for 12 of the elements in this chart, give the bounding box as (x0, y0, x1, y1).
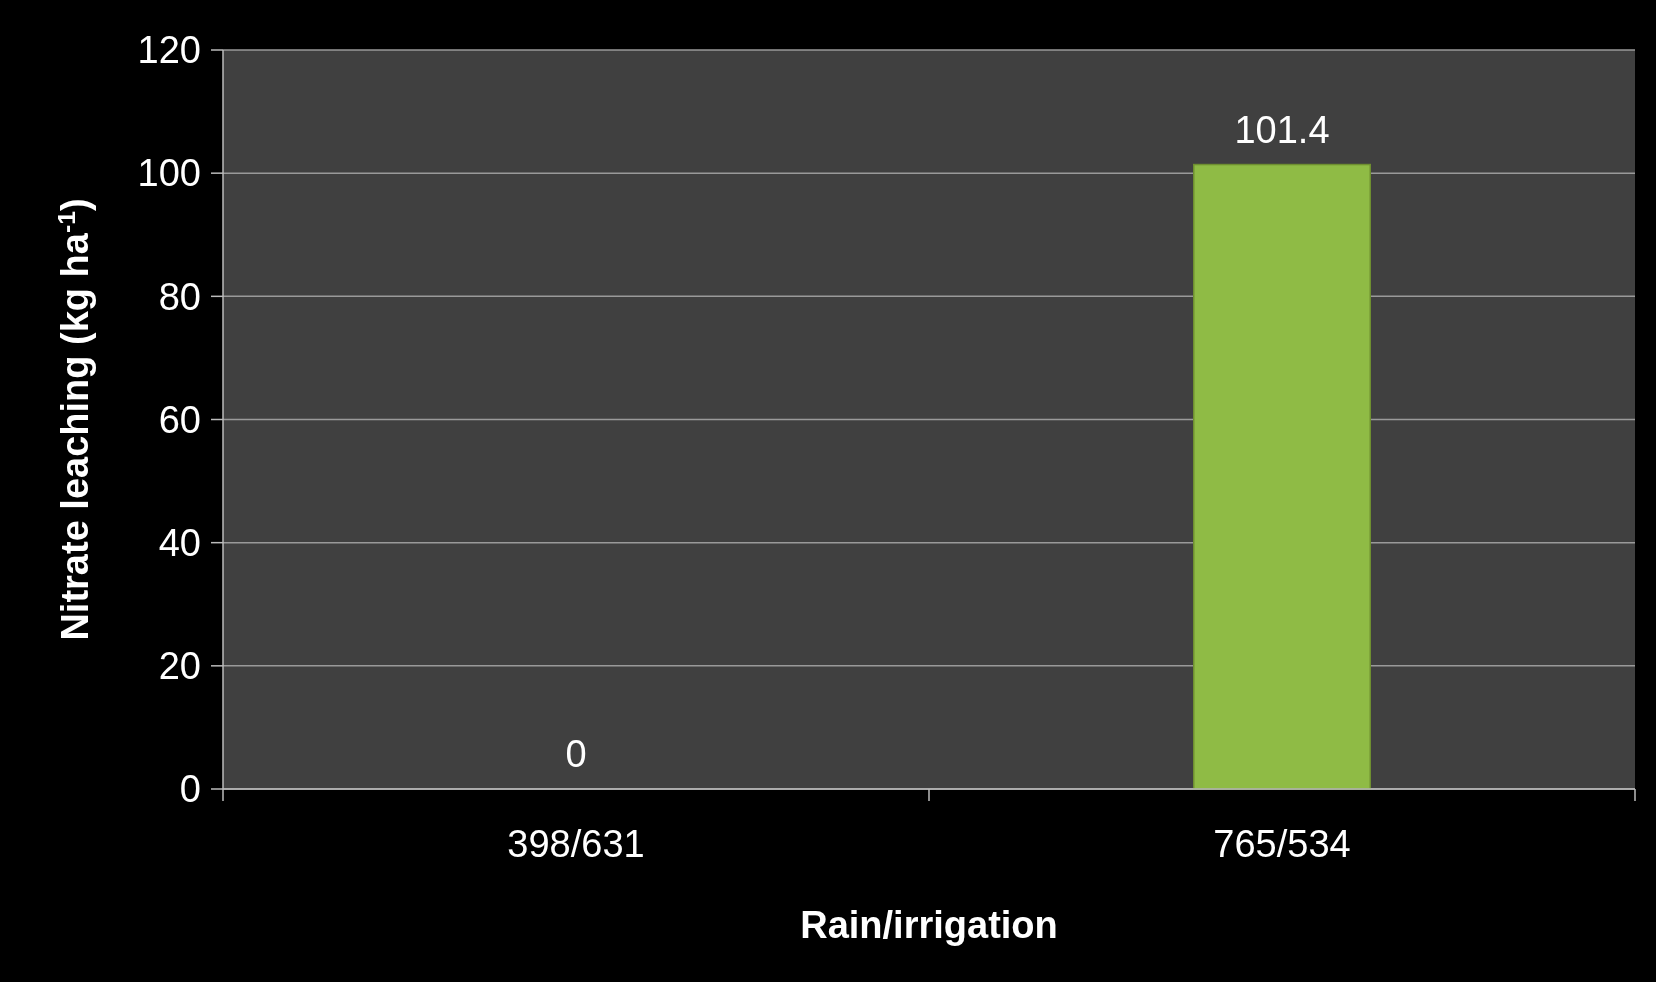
x-tick-label: 398/631 (507, 823, 645, 865)
data-label: 101.4 (1234, 108, 1330, 151)
y-tick-label: 80 (158, 275, 201, 318)
y-tick-label: 60 (158, 398, 201, 441)
x-tick-label: 765/534 (1213, 823, 1351, 865)
y-tick-label: 100 (137, 152, 201, 195)
x-axis-title: Rain/irrigation (800, 904, 1058, 946)
data-label: 0 (565, 733, 587, 775)
y-tick-label: 0 (179, 768, 201, 811)
y-tick-label: 20 (158, 645, 201, 688)
y-tick-label: 120 (137, 29, 201, 72)
y-tick-label: 40 (158, 521, 201, 564)
